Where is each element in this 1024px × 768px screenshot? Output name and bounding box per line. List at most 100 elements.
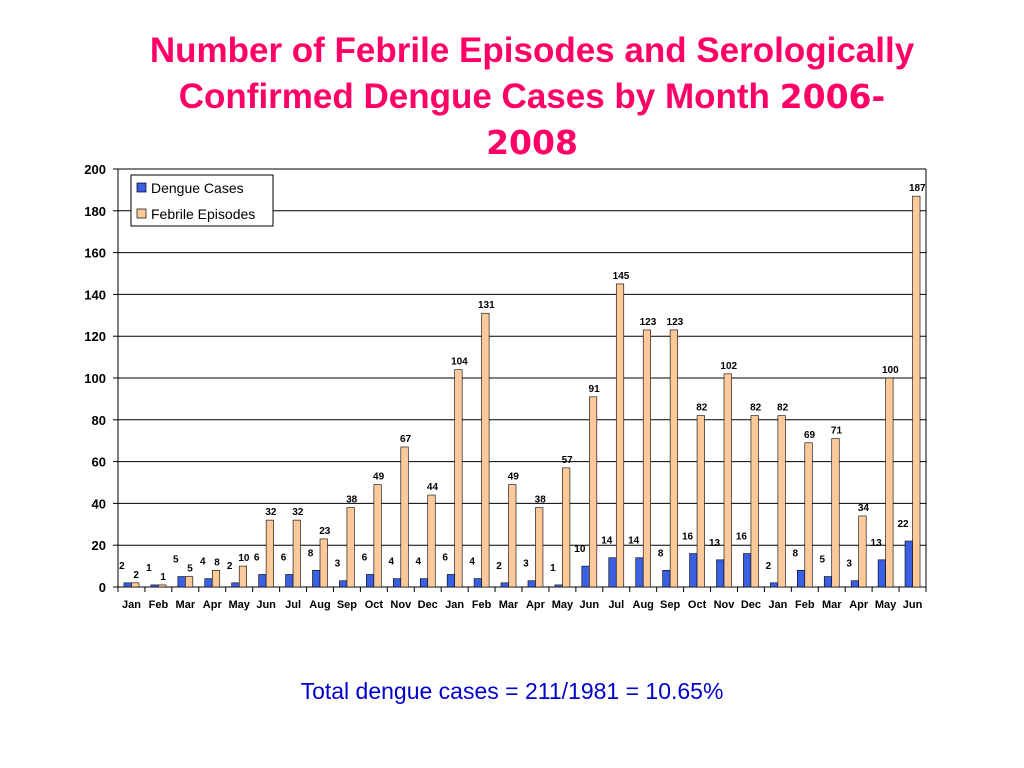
x-tick-label: Oct — [688, 599, 707, 611]
x-tick-label: Aug — [633, 599, 654, 611]
data-label-febrile: 34 — [858, 503, 870, 514]
x-tick-label: May — [875, 599, 897, 611]
title-line-2: Confirmed Dengue Cases by Month 2006- — [60, 74, 1004, 120]
data-label-febrile: 10 — [238, 553, 250, 564]
data-label-febrile: 2 — [133, 570, 139, 581]
data-label-dengue: 2 — [119, 561, 125, 572]
bar-dengue-cases — [796, 569, 806, 588]
x-tick-label: Mar — [176, 599, 196, 611]
data-label-febrile: 49 — [508, 472, 520, 483]
bars — [123, 195, 921, 588]
legend-swatch-dengue — [136, 182, 147, 193]
x-tick-label: Mar — [822, 599, 842, 611]
bar-febrile-episodes — [427, 494, 436, 588]
title-year-end: 2008 — [486, 123, 578, 162]
legend-label-dengue: Dengue Cases — [151, 180, 244, 196]
data-label-dengue: 4 — [469, 557, 475, 568]
data-label-dengue: 13 — [709, 538, 721, 549]
data-label-febrile: 82 — [750, 403, 762, 414]
data-label-febrile: 1 — [160, 572, 166, 583]
data-label-febrile: 23 — [319, 526, 331, 537]
legend-swatch-febrile — [136, 208, 147, 219]
x-tick-label: Mar — [499, 599, 519, 611]
data-label-febrile: 123 — [667, 317, 684, 328]
bar-dengue-cases — [877, 559, 886, 588]
bar-dengue-cases — [904, 540, 913, 588]
bar-febrile-episodes — [804, 442, 813, 588]
bar-dengue-cases — [123, 582, 132, 588]
data-label-dengue: 6 — [254, 552, 260, 563]
data-label-dengue: 6 — [442, 552, 448, 563]
data-label-febrile: 123 — [640, 317, 657, 328]
bar-dengue-cases — [312, 569, 321, 588]
x-tick-label: Jun — [580, 599, 600, 611]
bar-febrile-episodes — [265, 519, 274, 588]
bar-febrile-episodes — [292, 519, 301, 588]
x-tick-label: Nov — [714, 599, 736, 611]
bar-dengue-cases — [446, 574, 455, 588]
bar-dengue-cases — [662, 569, 671, 588]
bar-dengue-cases — [635, 557, 644, 588]
data-label-febrile: 71 — [831, 426, 843, 437]
data-label-febrile: 102 — [720, 361, 737, 372]
x-tick-label: Feb — [472, 599, 492, 611]
bar-febrile-episodes — [481, 312, 490, 588]
bar-febrile-episodes — [696, 415, 705, 588]
bar-dengue-cases — [231, 582, 240, 588]
bar-febrile-episodes — [642, 329, 652, 588]
title-line-2-text: Confirmed Dengue Cases by Month — [178, 77, 780, 116]
x-tick-label: May — [228, 599, 250, 611]
bar-dengue-cases — [823, 576, 833, 588]
data-label-dengue: 3 — [335, 559, 341, 570]
bar-febrile-episodes — [454, 369, 463, 588]
data-label-dengue: 14 — [628, 536, 640, 547]
data-label-febrile: 8 — [214, 557, 220, 568]
data-label-dengue: 6 — [362, 552, 368, 563]
data-label-dengue: 8 — [658, 548, 664, 559]
x-tick-label: Oct — [365, 599, 384, 611]
x-tick-label: Apr — [849, 599, 869, 611]
bar-febrile-episodes — [831, 438, 840, 588]
y-tick-label: 200 — [84, 162, 106, 177]
data-label-febrile: 69 — [804, 430, 816, 441]
data-label-febrile: 82 — [777, 403, 789, 414]
bar-dengue-cases — [339, 580, 348, 588]
data-label-febrile: 82 — [696, 403, 708, 414]
bar-febrile-episodes — [535, 507, 544, 588]
data-label-dengue: 2 — [766, 561, 772, 572]
bar-febrile-episodes — [885, 377, 894, 588]
data-label-dengue: 2 — [496, 561, 502, 572]
x-tick-label: Feb — [149, 599, 169, 611]
y-tick-label: 80 — [92, 413, 106, 428]
x-tick-label: Apr — [526, 599, 546, 611]
x-tick-label: Dec — [741, 599, 761, 611]
data-label-febrile: 187 — [909, 183, 926, 194]
data-label-febrile: 57 — [562, 455, 574, 466]
x-tick-label: Jan — [122, 599, 141, 611]
bar-dengue-cases — [177, 576, 186, 588]
legend-box — [130, 174, 274, 227]
bar-dengue-cases — [743, 553, 752, 588]
bar-febrile-episodes — [589, 396, 598, 588]
legend-label-febrile: Febrile Episodes — [151, 206, 255, 222]
data-label-febrile: 100 — [882, 365, 899, 376]
data-label-febrile: 5 — [187, 564, 193, 575]
bar-febrile-episodes — [723, 373, 732, 588]
x-tick-label: Jun — [256, 599, 276, 611]
data-label-dengue: 10 — [574, 544, 586, 555]
bar-febrile-episodes — [508, 484, 517, 588]
x-tick-label: May — [552, 599, 574, 611]
x-tick-label: Feb — [795, 599, 815, 611]
bar-febrile-episodes — [912, 195, 921, 588]
data-label-dengue: 13 — [871, 538, 883, 549]
x-tick-label: Jul — [285, 599, 301, 611]
data-label-dengue: 1 — [550, 563, 556, 574]
data-label-dengue: 14 — [601, 536, 613, 547]
data-label-dengue: 4 — [415, 557, 421, 568]
bar-febrile-episodes — [615, 283, 625, 588]
bar-dengue-cases — [258, 574, 267, 588]
bar-febrile-episodes — [750, 415, 759, 588]
data-label-dengue: 2 — [227, 561, 233, 572]
data-label-dengue: 6 — [281, 552, 287, 563]
